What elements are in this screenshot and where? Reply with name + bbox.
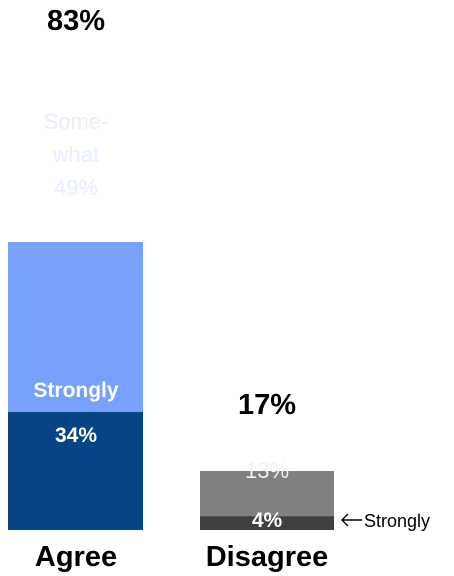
- annotation-arrow-head: [341, 513, 349, 527]
- data-label-agree-somewhat-line1: Some-: [44, 109, 109, 134]
- annotation-strongly-text: Strongly: [364, 511, 430, 531]
- annotation-strongly: Strongly: [341, 511, 430, 531]
- category-label-agree: Agree: [35, 541, 117, 573]
- data-label-agree-somewhat-value: 49%: [54, 175, 98, 200]
- agree-bar: [8, 242, 143, 530]
- bar-disagree-strongly: [200, 516, 334, 530]
- total-label-agree: 83%: [47, 5, 105, 37]
- bar-agree-somewhat: [8, 242, 143, 413]
- total-label-disagree: 17%: [238, 389, 296, 421]
- bar-disagree-somewhat: [200, 471, 334, 517]
- data-label-disagree-somewhat-value: 13%: [245, 458, 289, 483]
- data-label-agree-somewhat-line2: what: [52, 142, 99, 167]
- bar-agree-strongly: [8, 412, 143, 530]
- disagree-bar: [200, 471, 334, 530]
- data-label-agree-strongly-value: 34%: [55, 424, 97, 447]
- category-label-disagree: Disagree: [206, 541, 329, 573]
- data-label-disagree-strongly-value: 4%: [252, 509, 283, 532]
- data-label-agree-strongly-line1: Strongly: [33, 379, 118, 402]
